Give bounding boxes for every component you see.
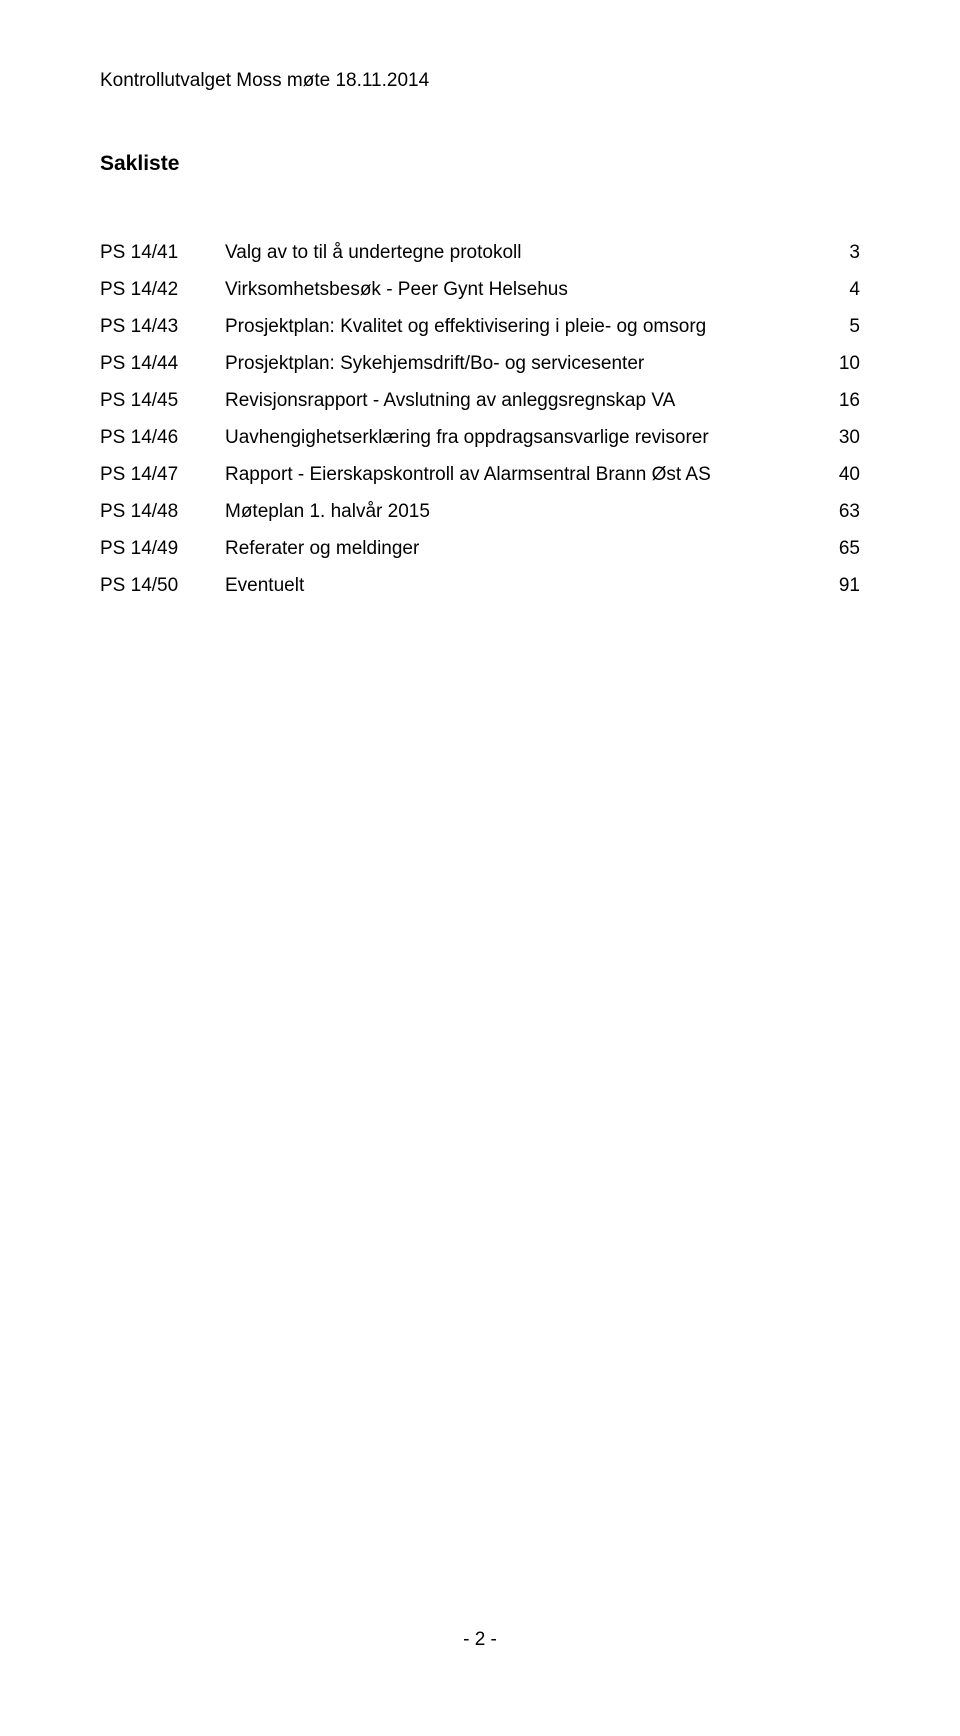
- toc-id: PS 14/42: [100, 271, 225, 308]
- toc-label: Møteplan 1. halvår 2015: [225, 493, 810, 530]
- toc-page: 4: [810, 271, 860, 308]
- toc-row: PS 14/48 Møteplan 1. halvår 2015 63: [100, 493, 860, 530]
- toc-id: PS 14/43: [100, 308, 225, 345]
- toc-id: PS 14/45: [100, 382, 225, 419]
- toc-id: PS 14/49: [100, 530, 225, 567]
- toc-page: 63: [810, 493, 860, 530]
- toc-id: PS 14/46: [100, 419, 225, 456]
- toc-row: PS 14/42 Virksomhetsbesøk - Peer Gynt He…: [100, 271, 860, 308]
- toc-row: PS 14/44 Prosjektplan: Sykehjemsdrift/Bo…: [100, 345, 860, 382]
- toc-label: Prosjektplan: Kvalitet og effektiviserin…: [225, 308, 810, 345]
- toc-row: PS 14/45 Revisjonsrapport - Avslutning a…: [100, 382, 860, 419]
- page-title: Sakliste: [100, 152, 860, 176]
- toc-page: 30: [810, 419, 860, 456]
- toc-row: PS 14/47 Rapport - Eierskapskontroll av …: [100, 456, 860, 493]
- toc-row: PS 14/43 Prosjektplan: Kvalitet og effek…: [100, 308, 860, 345]
- toc-page: 16: [810, 382, 860, 419]
- toc-id: PS 14/50: [100, 567, 225, 604]
- toc-row: PS 14/50 Eventuelt 91: [100, 567, 860, 604]
- toc-row: PS 14/49 Referater og meldinger 65: [100, 530, 860, 567]
- toc-page: 3: [810, 234, 860, 271]
- toc-page: 40: [810, 456, 860, 493]
- page-header: Kontrollutvalget Moss møte 18.11.2014: [100, 70, 860, 92]
- toc-row: PS 14/41 Valg av to til å undertegne pro…: [100, 234, 860, 271]
- toc-page: 91: [810, 567, 860, 604]
- toc-id: PS 14/41: [100, 234, 225, 271]
- toc-id: PS 14/44: [100, 345, 225, 382]
- toc-id: PS 14/48: [100, 493, 225, 530]
- toc-list: PS 14/41 Valg av to til å undertegne pro…: [100, 234, 860, 604]
- toc-page: 65: [810, 530, 860, 567]
- toc-label: Uavhengighetserklæring fra oppdragsansva…: [225, 419, 810, 456]
- toc-label: Rapport - Eierskapskontroll av Alarmsent…: [225, 456, 810, 493]
- toc-page: 5: [810, 308, 860, 345]
- page-number: - 2 -: [0, 1629, 960, 1651]
- document-page: Kontrollutvalget Moss møte 18.11.2014 Sa…: [0, 0, 960, 1736]
- toc-label: Virksomhetsbesøk - Peer Gynt Helsehus: [225, 271, 810, 308]
- toc-label: Revisjonsrapport - Avslutning av anleggs…: [225, 382, 810, 419]
- toc-label: Referater og meldinger: [225, 530, 810, 567]
- toc-page: 10: [810, 345, 860, 382]
- toc-id: PS 14/47: [100, 456, 225, 493]
- toc-label: Prosjektplan: Sykehjemsdrift/Bo- og serv…: [225, 345, 810, 382]
- toc-label: Eventuelt: [225, 567, 810, 604]
- toc-row: PS 14/46 Uavhengighetserklæring fra oppd…: [100, 419, 860, 456]
- toc-label: Valg av to til å undertegne protokoll: [225, 234, 810, 271]
